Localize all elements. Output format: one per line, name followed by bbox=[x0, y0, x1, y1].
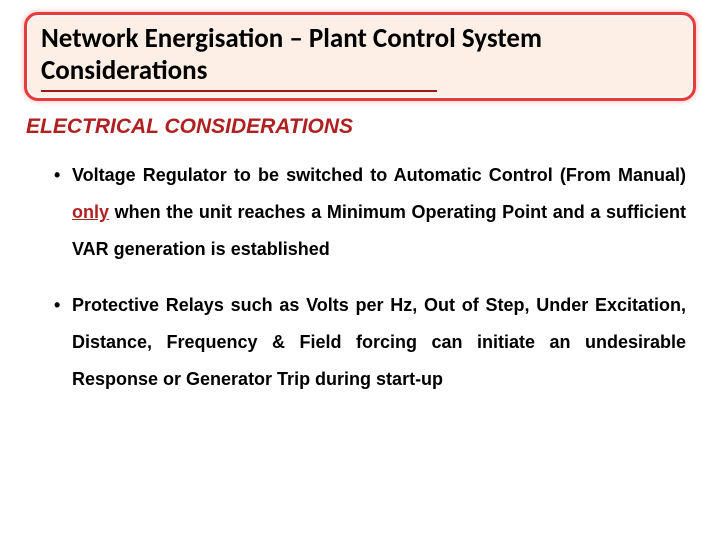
bullet-item: Voltage Regulator to be switched to Auto… bbox=[54, 157, 686, 268]
bullet-emph: only bbox=[72, 202, 109, 222]
section-heading: ELECTRICAL CONSIDERATIONS bbox=[26, 115, 696, 139]
title-underline bbox=[41, 90, 437, 92]
bullet-text-pre: Voltage Regulator to be switched to Auto… bbox=[72, 165, 686, 185]
bullet-list: Voltage Regulator to be switched to Auto… bbox=[24, 157, 696, 398]
page-title: Network Energisation – Plant Control Sys… bbox=[41, 23, 679, 88]
bullet-item: Protective Relays such as Volts per Hz, … bbox=[54, 287, 686, 398]
bullet-text-pre: Protective Relays such as Volts per Hz, … bbox=[72, 295, 686, 389]
bullet-text-post: when the unit reaches a Minimum Operatin… bbox=[72, 202, 686, 259]
title-box: Network Energisation – Plant Control Sys… bbox=[24, 12, 696, 101]
